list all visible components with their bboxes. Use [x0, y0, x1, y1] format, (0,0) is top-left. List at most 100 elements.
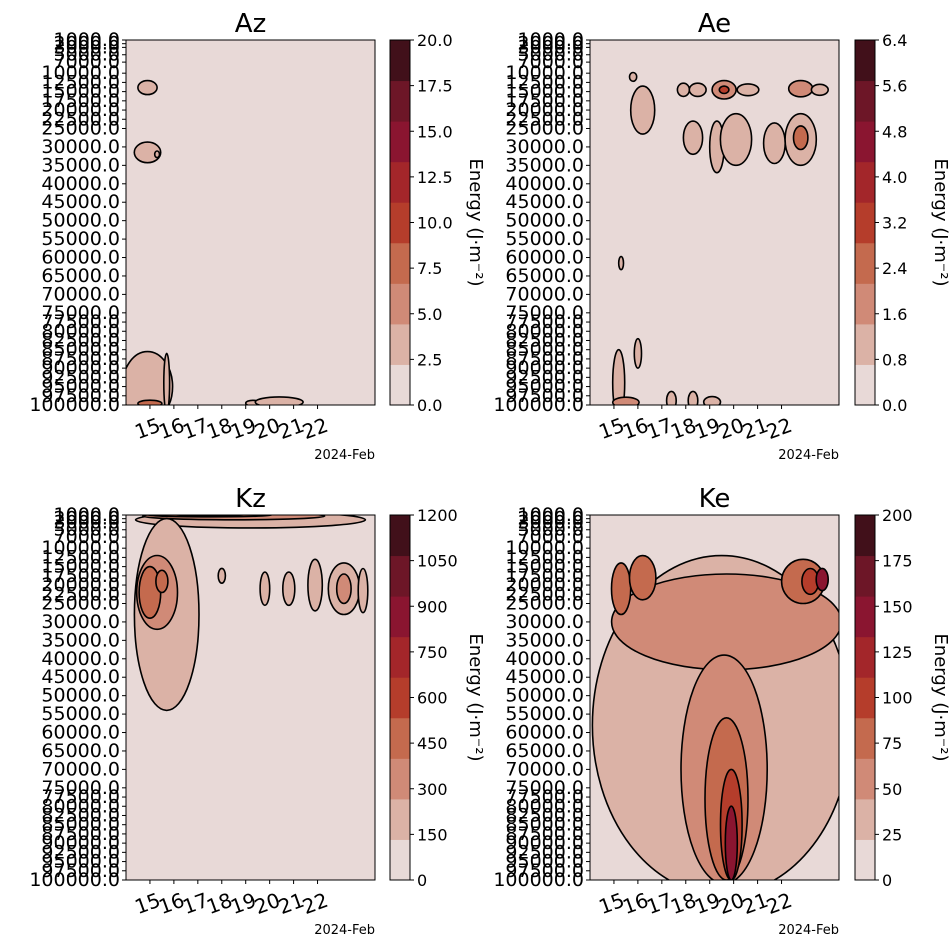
colorbar-tick-label: 20.0	[417, 31, 453, 50]
colorbar-tick-label: 7.5	[417, 259, 442, 278]
contour-layer	[611, 71, 829, 405]
y-tick-label: 77500.0	[505, 786, 584, 808]
y-tick-label: 20000.0	[505, 574, 584, 596]
contour-region	[792, 125, 809, 151]
chart-title: Kz	[235, 484, 266, 514]
colorbar-tick-label: 0.0	[417, 396, 442, 415]
y-tick-label: 10000.0	[505, 62, 584, 84]
colorbar-tick-label: 3.2	[882, 214, 907, 233]
contour-region	[718, 85, 730, 95]
y-tick-label: 30000.0	[41, 611, 120, 633]
colorbar-tick-label: 150	[417, 825, 448, 844]
y-tick-label: 75000.0	[505, 302, 584, 324]
colorbar-tick-label: 50	[882, 780, 902, 799]
colorbar-band	[855, 839, 875, 881]
y-tick-label: 1000.0	[518, 29, 584, 51]
y-tick-label: 60000.0	[505, 722, 584, 744]
contour-region	[736, 83, 760, 97]
y-tick-label: 70000.0	[41, 283, 120, 305]
contour-region	[702, 395, 722, 405]
y-tick-label: 22500.0	[41, 108, 120, 130]
colorbar-band	[855, 798, 875, 840]
y-tick-label: 35000.0	[41, 629, 120, 651]
x-tick-label: 22	[763, 413, 795, 444]
contour-region	[153, 150, 161, 159]
y-tick-label: 80000.0	[505, 320, 584, 342]
y-tick-label: 17500.0	[505, 565, 584, 587]
plot-background	[126, 40, 375, 405]
y-tick-label: 25000.0	[505, 592, 584, 614]
y-tick-label: 1000.0	[518, 504, 584, 526]
y-tick-label: 92500.0	[41, 841, 120, 863]
y-tick-label: 82500.0	[41, 329, 120, 351]
y-tick-label: 85000.0	[505, 339, 584, 361]
y-tick-label: 3000.0	[518, 511, 584, 533]
plot-frame	[125, 39, 376, 406]
contour-region	[126, 350, 174, 405]
colorbar-tick-label: 4.0	[882, 168, 907, 187]
contour-region	[688, 82, 707, 98]
y-tick-label: 45000.0	[41, 666, 120, 688]
y-tick-label: 5000.0	[518, 44, 584, 66]
y-tick-label: 92500.0	[41, 366, 120, 388]
colorbar-tick-label: 100	[882, 689, 913, 708]
colorbar-tick-label: 200	[882, 506, 913, 525]
y-tick-label: 12500.0	[41, 546, 120, 568]
chart-title: Ke	[699, 484, 731, 514]
y-tick-label: 7000.0	[54, 526, 120, 548]
x-offset-label: 2024-Feb	[314, 448, 375, 463]
y-tick-label: 55000.0	[41, 228, 120, 250]
y-tick-label: 85000.0	[41, 339, 120, 361]
colorbar-label: Energy (J·m⁻²)	[465, 158, 486, 286]
colorbar-band	[855, 242, 875, 284]
colorbar-tick-label: 175	[882, 552, 913, 571]
y-tick-label: 65000.0	[505, 740, 584, 762]
colorbar-tick-label: 17.5	[417, 77, 453, 96]
y-tick-label: 95000.0	[41, 851, 120, 873]
contour-region	[629, 85, 656, 135]
contour-layer	[126, 79, 304, 405]
plot-frame	[589, 39, 840, 406]
colorbar-band	[390, 242, 410, 284]
colorbar-tick-label: 150	[882, 597, 913, 616]
y-tick-label: 75000.0	[41, 777, 120, 799]
contour-region	[665, 390, 677, 405]
x-offset-label: 2024-Feb	[778, 923, 839, 938]
colorbar-band	[855, 677, 875, 719]
colorbar-band	[855, 202, 875, 244]
contour-region	[687, 390, 699, 405]
contour-region	[724, 805, 739, 880]
contour-region	[787, 79, 814, 98]
y-tick-label: 97500.0	[505, 860, 584, 882]
y-tick-label: 45000.0	[505, 666, 584, 688]
y-tick-label: 17500.0	[41, 90, 120, 112]
plot-frame	[589, 514, 840, 881]
y-tick-label: 45000.0	[41, 191, 120, 213]
y-tick-label: 75000.0	[41, 302, 120, 324]
contour-region	[610, 562, 632, 616]
chart-title: Az	[235, 9, 266, 39]
colorbar-tick-label: 750	[417, 643, 448, 662]
y-tick-label: 95000.0	[505, 851, 584, 873]
x-tick-label: 22	[299, 413, 331, 444]
colorbar-tick-label: 25	[882, 825, 902, 844]
contour-region	[155, 569, 169, 594]
colorbar-tick-label: 2.4	[882, 259, 907, 278]
y-tick-label: 5000.0	[54, 519, 120, 541]
y-tick-label: 75000.0	[505, 777, 584, 799]
colorbar-band	[390, 636, 410, 678]
y-tick-label: 50000.0	[505, 685, 584, 707]
colorbar-band	[855, 161, 875, 203]
y-tick-label: 45000.0	[505, 191, 584, 213]
colorbar-band	[390, 40, 410, 82]
contour-region	[628, 71, 638, 83]
y-tick-label: 60000.0	[41, 722, 120, 744]
y-tick-label: 40000.0	[505, 173, 584, 195]
contour-region	[762, 122, 787, 165]
colorbar-band	[855, 80, 875, 122]
colorbar-band	[390, 80, 410, 122]
colorbar-band	[855, 364, 875, 406]
y-tick-label: 70000.0	[505, 758, 584, 780]
y-tick-label: 15000.0	[41, 556, 120, 578]
